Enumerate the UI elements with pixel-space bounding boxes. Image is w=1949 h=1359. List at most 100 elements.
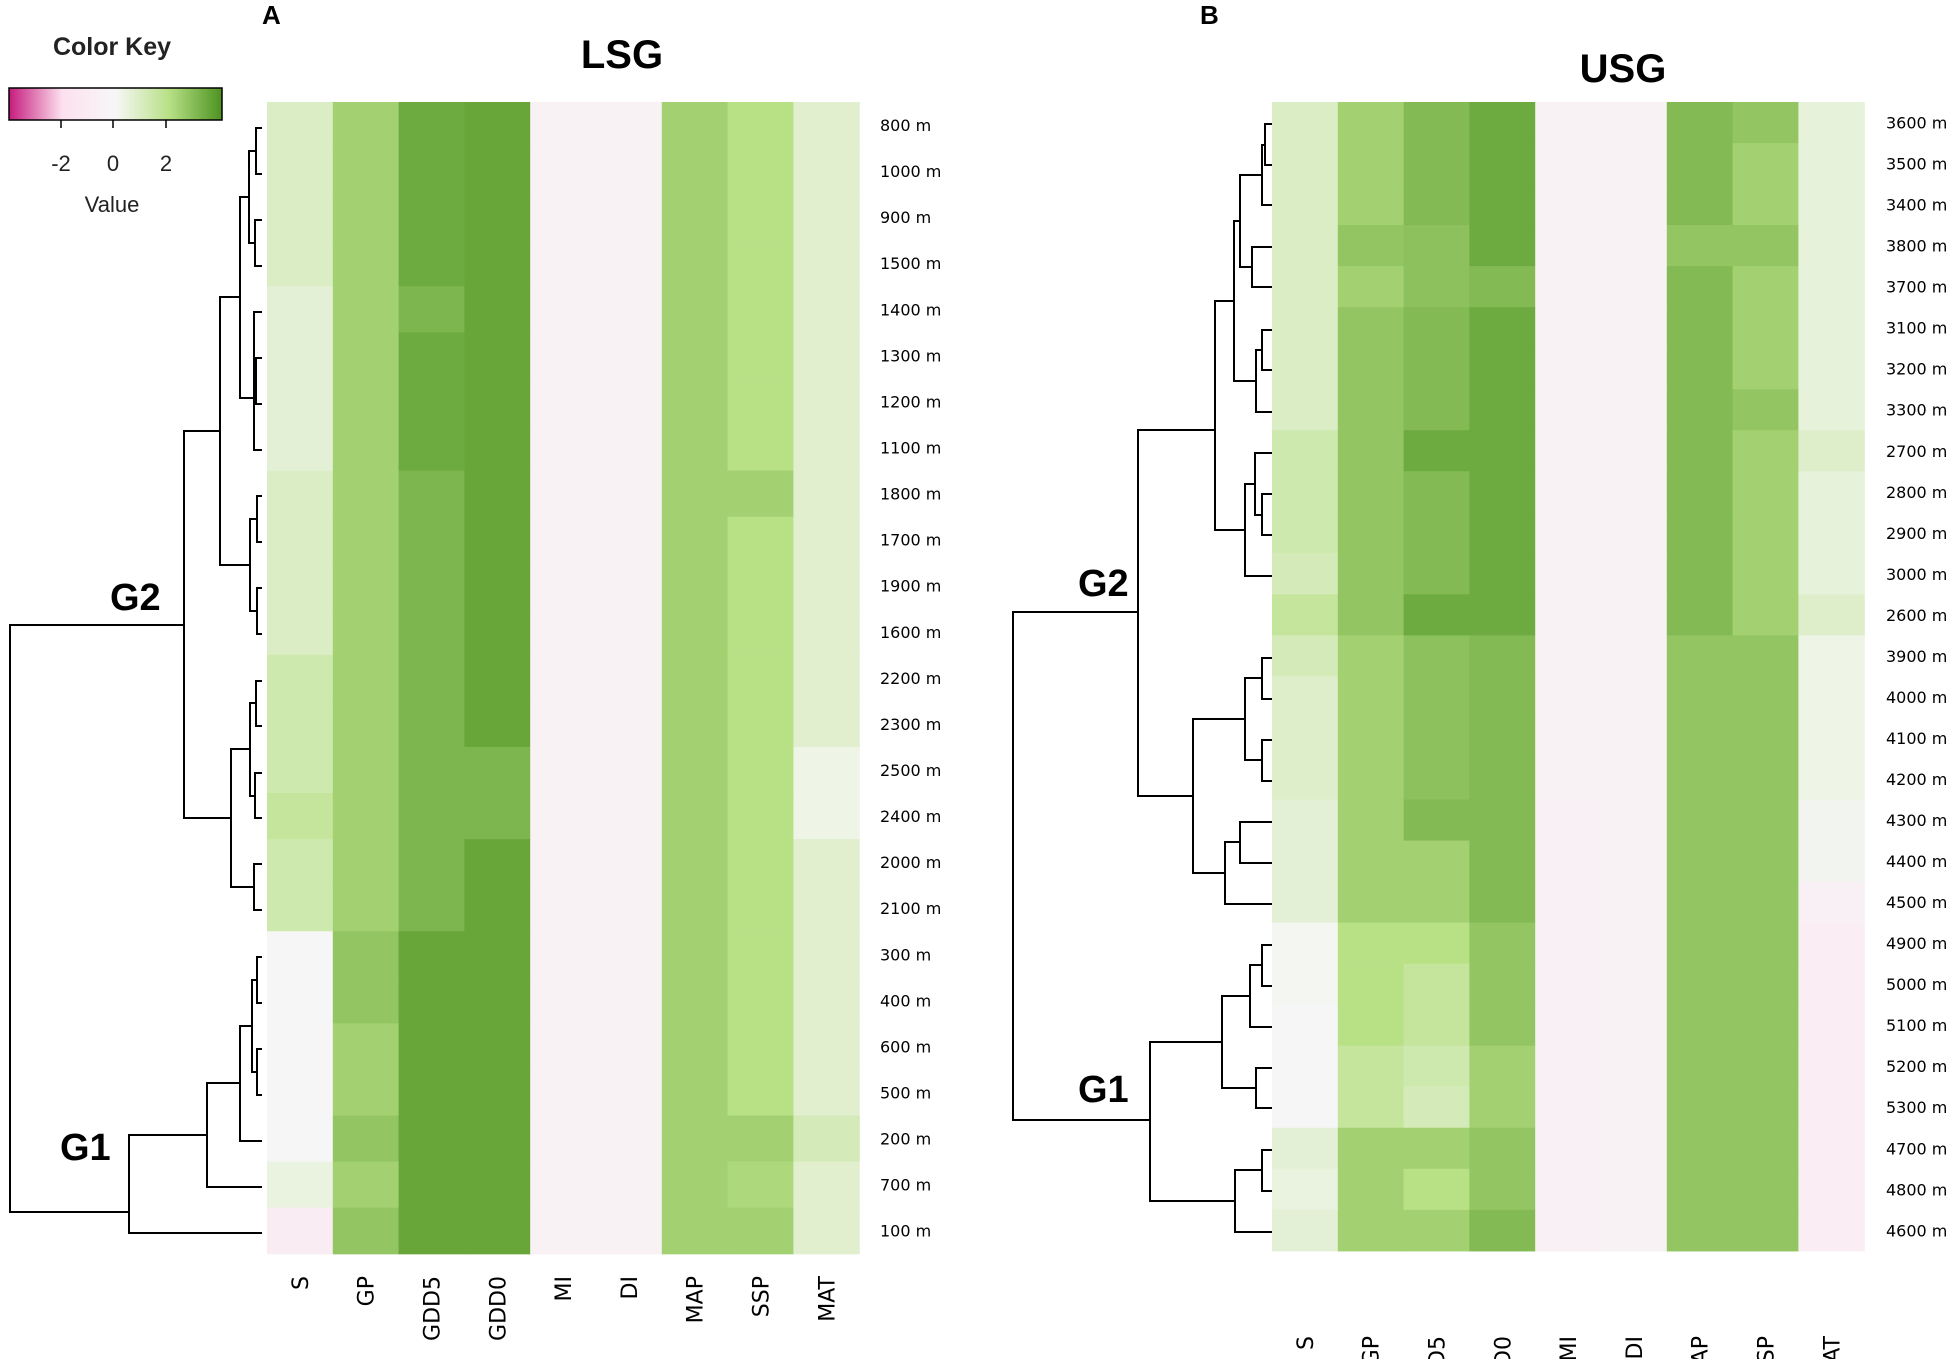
heatmap-cell bbox=[1337, 102, 1405, 144]
heatmap-cell bbox=[1732, 553, 1799, 595]
heatmap-cell bbox=[464, 885, 531, 932]
heatmap-cell bbox=[1403, 1004, 1470, 1047]
column-label: MAT bbox=[815, 1275, 840, 1321]
heatmap-cell bbox=[1535, 635, 1602, 678]
heatmap-cell bbox=[661, 240, 729, 287]
heatmap-cell bbox=[1601, 881, 1668, 924]
heatmap-cell bbox=[398, 885, 465, 932]
heatmap-cell bbox=[661, 793, 729, 840]
heatmap-cell bbox=[464, 240, 531, 287]
heatmap-cell bbox=[1535, 471, 1602, 513]
heatmap-cell bbox=[1535, 348, 1602, 390]
row-labels-usg: 3600 m 3500 m 3400 m 3800 m 3700 m 3100 m 3200… bbox=[1886, 114, 1947, 1241]
heatmap-cell bbox=[1666, 512, 1734, 554]
heatmap-cell bbox=[793, 424, 860, 472]
heatmap-cell bbox=[1337, 1209, 1405, 1252]
color-key: Color Key -2 0 2 Value bbox=[8, 33, 223, 217]
heatmap-cell bbox=[727, 1069, 794, 1117]
heatmap-cell bbox=[1601, 430, 1668, 472]
heatmap-cell bbox=[661, 700, 729, 748]
heatmap-cell bbox=[661, 378, 729, 426]
heatmap-cell bbox=[464, 424, 531, 472]
heatmap-cell bbox=[267, 332, 334, 380]
heatmap-cell bbox=[530, 194, 597, 241]
heatmap-cell bbox=[530, 102, 597, 149]
heatmap-cell bbox=[1403, 963, 1470, 1006]
heatmap-cell bbox=[793, 885, 860, 932]
heatmap-cell bbox=[1798, 881, 1865, 924]
heatmap-cell bbox=[1666, 1168, 1734, 1211]
row-label: 5300 m bbox=[1886, 1098, 1947, 1117]
heatmap-lsg bbox=[267, 102, 860, 1255]
heatmap-cell bbox=[1403, 758, 1470, 801]
heatmap-cell bbox=[793, 240, 860, 287]
heatmap-cell bbox=[398, 746, 465, 794]
heatmap-cell bbox=[1403, 1209, 1470, 1252]
heatmap-cell bbox=[596, 240, 663, 287]
heatmap-cell bbox=[1732, 225, 1799, 267]
heatmap-cell bbox=[1403, 881, 1470, 924]
heatmap-cell bbox=[530, 654, 597, 702]
heatmap-cell bbox=[1798, 471, 1865, 513]
column-label: MAT bbox=[1820, 1335, 1845, 1359]
heatmap-cell bbox=[727, 148, 794, 195]
heatmap-cell bbox=[1403, 307, 1470, 349]
heatmap-cell bbox=[1403, 348, 1470, 390]
heatmap-cell bbox=[1535, 717, 1602, 760]
heatmap-cell bbox=[1403, 1045, 1470, 1088]
heatmap-cell bbox=[1798, 266, 1865, 308]
color-key-xlabel: Value bbox=[85, 192, 140, 217]
heatmap-cell bbox=[793, 1069, 860, 1117]
heatmap-cell bbox=[398, 931, 465, 978]
row-label: 3900 m bbox=[1886, 647, 1947, 666]
heatmap-cell bbox=[727, 102, 794, 149]
heatmap-cell bbox=[332, 240, 400, 287]
column-label: MAP bbox=[1689, 1336, 1714, 1359]
heatmap-cell bbox=[727, 424, 794, 472]
heatmap-cell bbox=[530, 1207, 597, 1255]
heatmap-cell bbox=[1798, 799, 1865, 842]
heatmap-cell bbox=[398, 240, 465, 287]
heatmap-cell bbox=[530, 424, 597, 472]
heatmap-cell bbox=[1798, 1004, 1865, 1047]
heatmap-cell bbox=[267, 240, 334, 287]
column-label: S bbox=[1294, 1336, 1319, 1350]
heatmap-cell bbox=[1469, 635, 1536, 678]
row-label: 2800 m bbox=[1886, 483, 1947, 502]
heatmap-cell bbox=[1732, 922, 1799, 965]
heatmap-cell bbox=[1798, 225, 1865, 267]
heatmap-cell bbox=[1666, 799, 1734, 842]
heatmap-cell bbox=[530, 1115, 597, 1163]
heatmap-cell bbox=[1337, 430, 1405, 472]
heatmap-cell bbox=[1535, 1086, 1602, 1129]
column-label: GDD0 bbox=[1491, 1336, 1516, 1359]
heatmap-cell bbox=[464, 746, 531, 794]
heatmap-cell bbox=[1732, 266, 1799, 308]
heatmap-cell bbox=[727, 470, 794, 518]
row-label: 200 m bbox=[880, 1130, 931, 1149]
heatmap-cell bbox=[267, 1161, 334, 1209]
heatmap-cell bbox=[464, 148, 531, 195]
heatmap-cell bbox=[1732, 307, 1799, 349]
row-labels-lsg: 800 m 1000 m 900 m 1500 m 1400 m 1300 m 1200 m… bbox=[880, 116, 941, 1241]
row-label: 1400 m bbox=[880, 300, 941, 319]
heatmap-cell bbox=[1272, 143, 1339, 185]
heatmap-cell bbox=[1732, 758, 1799, 801]
heatmap-cell bbox=[1732, 881, 1799, 924]
group-label-g2-usg: G2 bbox=[1078, 563, 1129, 605]
heatmap-cell bbox=[332, 700, 400, 748]
heatmap-cell bbox=[398, 1023, 465, 1071]
heatmap-cell bbox=[1337, 840, 1405, 883]
heatmap-cell bbox=[464, 332, 531, 380]
column-label: S bbox=[289, 1276, 314, 1290]
heatmap-cell bbox=[1403, 635, 1470, 678]
heatmap-cell bbox=[332, 562, 400, 610]
heatmap-cell bbox=[1535, 184, 1602, 226]
heatmap-cell bbox=[464, 378, 531, 426]
heatmap-cell bbox=[530, 931, 597, 978]
heatmap-cell bbox=[464, 286, 531, 333]
heatmap-cell bbox=[661, 977, 729, 1024]
heatmap-cell bbox=[332, 1207, 400, 1255]
heatmap-cell bbox=[267, 793, 334, 840]
